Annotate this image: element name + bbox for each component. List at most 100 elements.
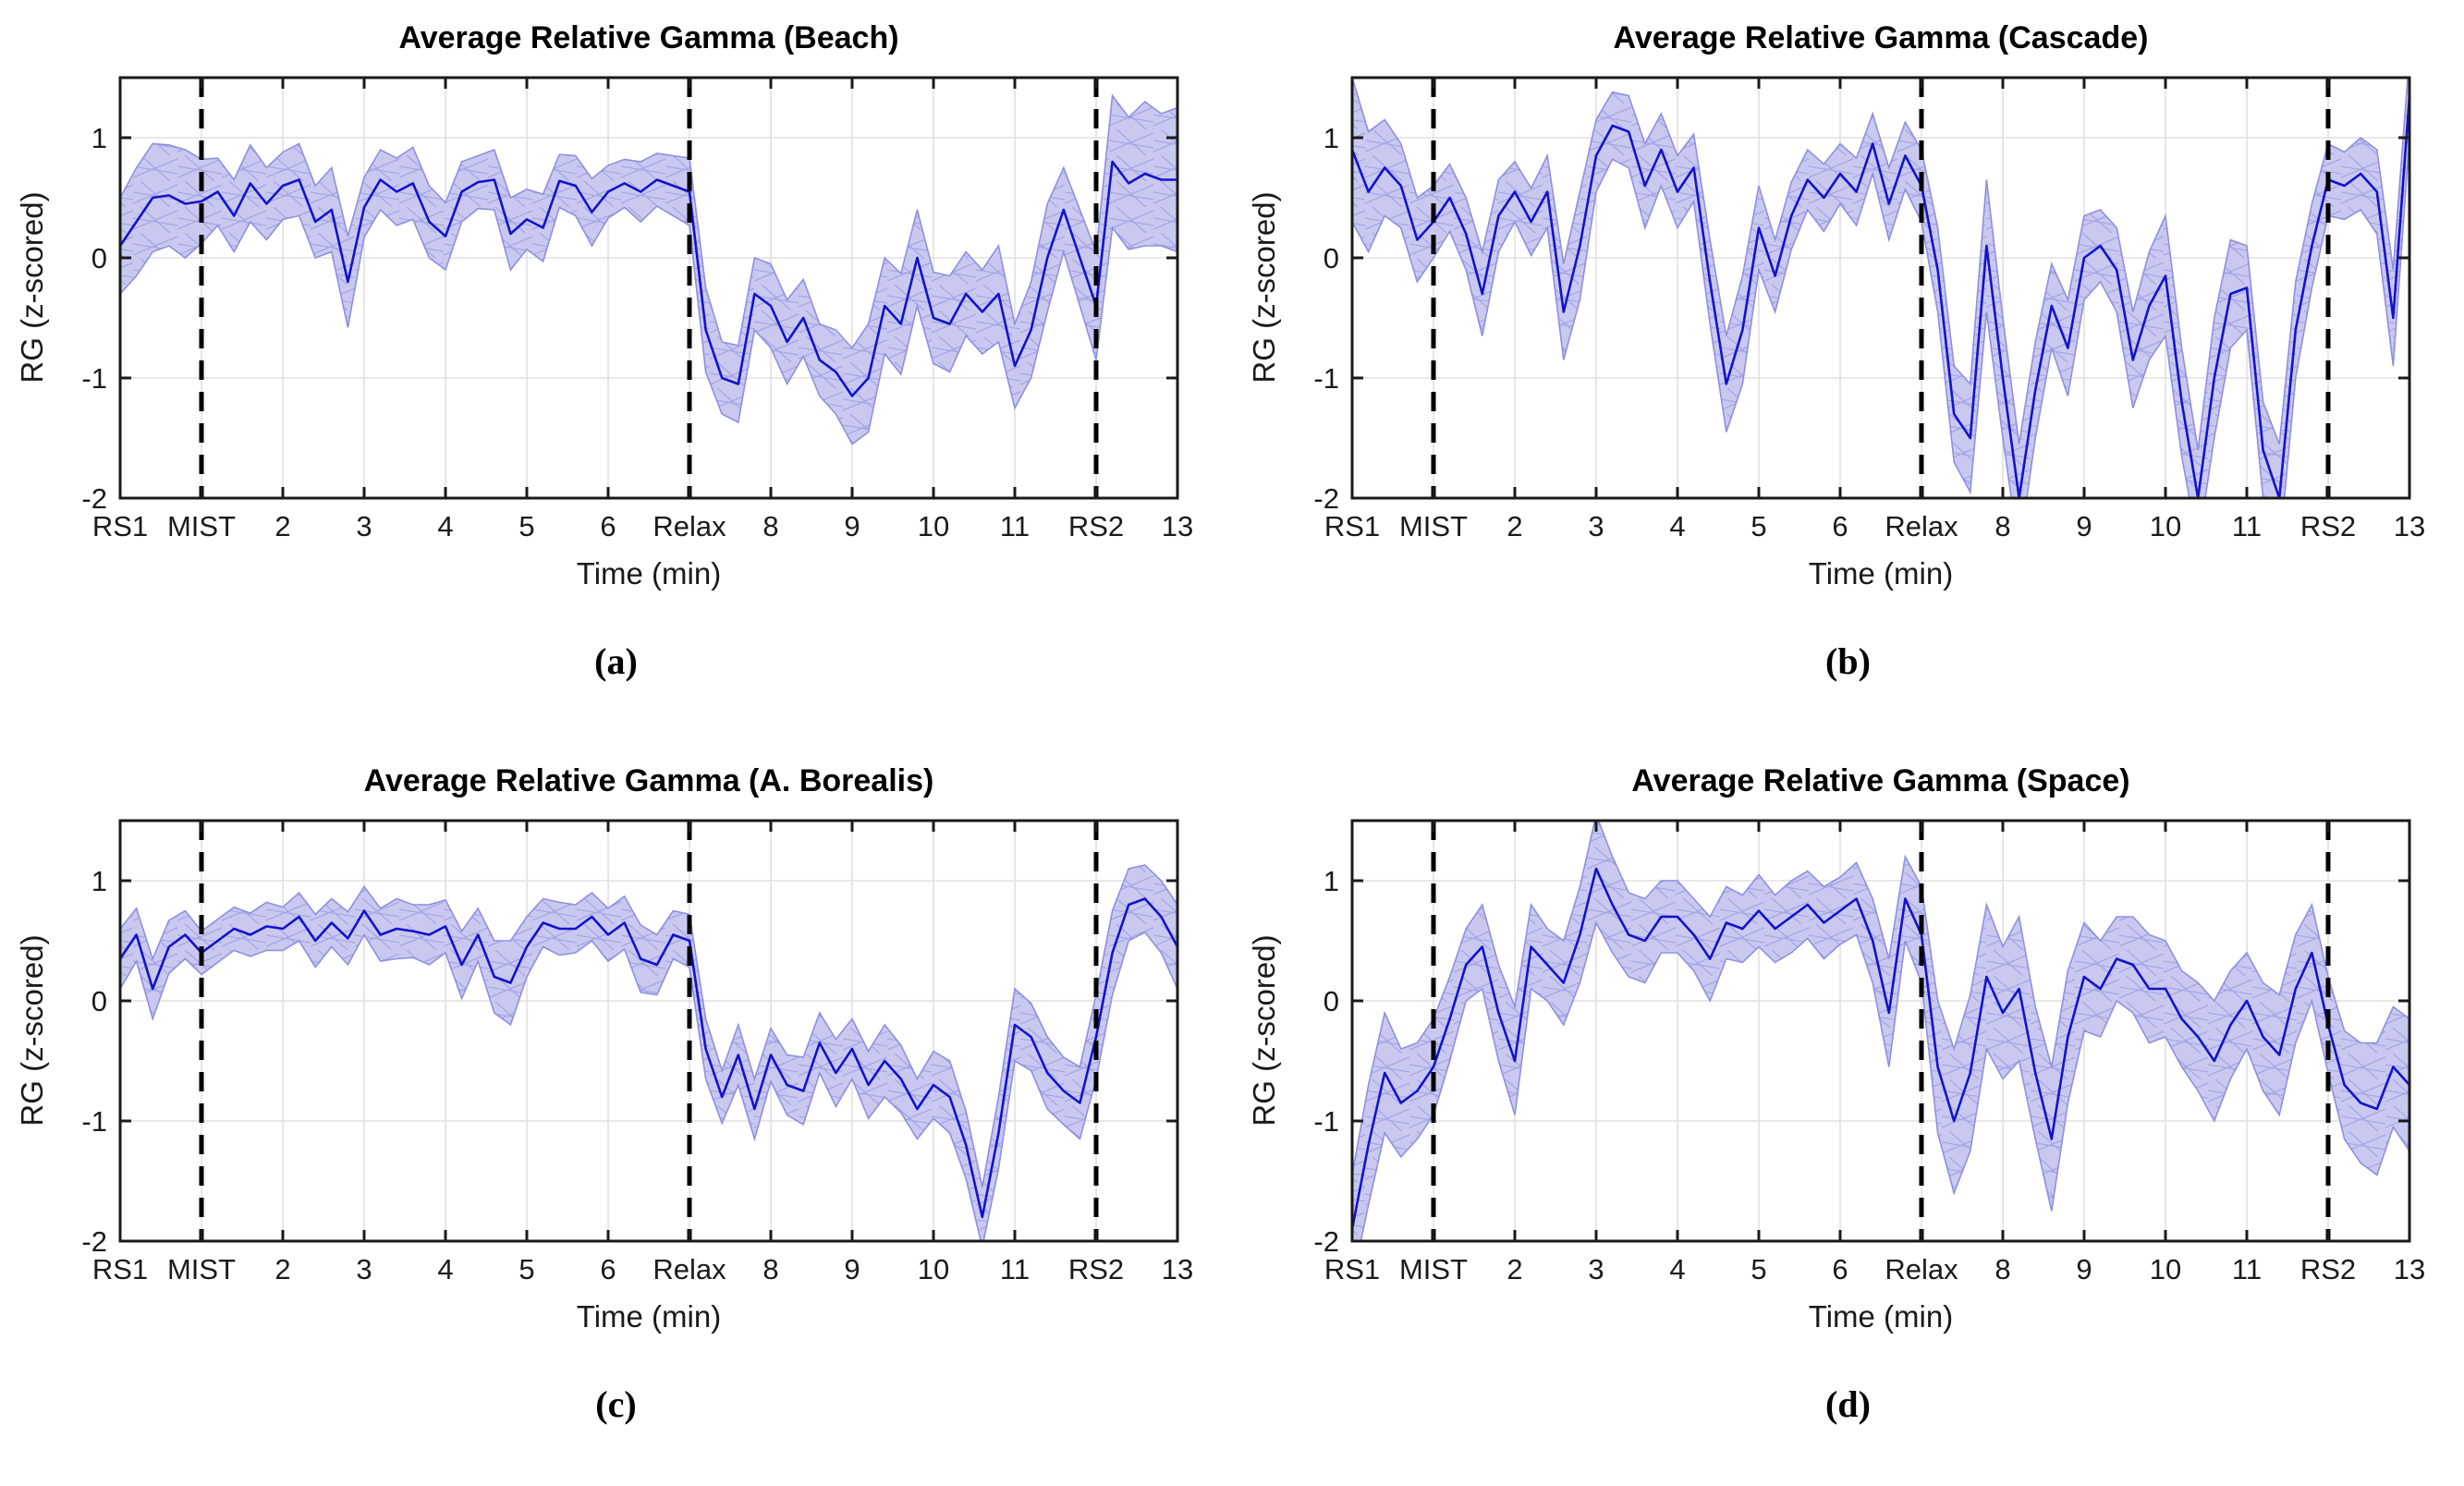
x-tick-label: 13 <box>2394 510 2425 542</box>
x-tick-label: RS1 <box>1324 1253 1380 1285</box>
x-tick-label: 6 <box>1832 1253 1848 1285</box>
y-tick-label: -1 <box>1313 1105 1339 1138</box>
x-tick-label: 5 <box>518 510 534 542</box>
x-tick-label: 13 <box>1162 1253 1193 1285</box>
x-tick-label: 13 <box>2394 1253 2425 1285</box>
mean-line <box>1352 95 2409 498</box>
axis-ticks <box>118 78 1179 500</box>
panel-letter-c: (c) <box>595 1383 637 1425</box>
x-tick-label: 2 <box>274 1253 290 1285</box>
axes-box <box>1350 819 2411 1243</box>
x-tick-label: Relax <box>1885 510 1958 542</box>
series-group <box>1352 78 2409 498</box>
mean-line <box>120 897 1177 1219</box>
x-tick-label: 3 <box>1588 1253 1604 1285</box>
x-axis-label: Time (min) <box>1808 556 1954 591</box>
x-tick-label: 5 <box>1750 1253 1766 1285</box>
y-tick-label: 0 <box>1323 985 1339 1017</box>
x-tick-label: 11 <box>1000 510 1030 542</box>
x-tick-label: 4 <box>437 1253 453 1285</box>
panel-letter-b: (b) <box>1825 640 1871 682</box>
x-tick-label: RS1 <box>92 510 148 542</box>
x-tick-label: RS2 <box>2300 510 2356 542</box>
confidence-band-mesh <box>1352 78 2409 498</box>
x-tick-label: 5 <box>518 1253 534 1285</box>
y-tick-label: 1 <box>91 865 107 897</box>
x-tick-label: 2 <box>1506 1253 1522 1285</box>
gridlines <box>120 78 1177 498</box>
x-axis-label: Time (min) <box>576 1299 722 1334</box>
x-axis-label: Time (min) <box>1808 1299 1954 1334</box>
axes-box <box>118 819 1179 1243</box>
x-tick-label: 8 <box>1994 510 2010 542</box>
x-tick-label: 9 <box>844 510 860 542</box>
chart-title: Average Relative Gamma (Beach) <box>398 20 899 55</box>
x-tick-label: 2 <box>274 510 290 542</box>
y-tick-label: 1 <box>1323 865 1339 897</box>
x-tick-label: RS2 <box>1068 1253 1124 1285</box>
x-tick-label: 10 <box>2150 1253 2181 1285</box>
x-tick-label: Relax <box>653 510 726 542</box>
panel-a: Average Relative Gamma (Beach) RG (z-sco… <box>0 0 1232 743</box>
x-tick-label: 4 <box>437 510 453 542</box>
x-tick-label: 11 <box>2232 510 2262 542</box>
y-tick-label: -2 <box>1313 482 1339 515</box>
chart-title: Average Relative Gamma (Space) <box>1631 763 2130 798</box>
y-tick-label: 1 <box>91 122 107 154</box>
x-tick-label: RS1 <box>92 1253 148 1285</box>
x-tick-label: 13 <box>1162 510 1193 542</box>
confidence-band-mesh <box>120 93 1177 445</box>
y-tick-label: -2 <box>81 1225 107 1258</box>
panel-letter-a: (a) <box>594 640 638 682</box>
x-tick-label: MIST <box>167 510 236 542</box>
axes-box <box>118 76 1179 500</box>
y-tick-label: 0 <box>1323 242 1339 274</box>
x-tick-label: 6 <box>600 1253 616 1285</box>
x-axis-label: Time (min) <box>576 556 722 591</box>
panel-letter-d: (d) <box>1825 1383 1871 1425</box>
x-tick-label: 8 <box>762 510 778 542</box>
x-tick-label: RS2 <box>1068 510 1124 542</box>
x-tick-label: 10 <box>2150 510 2181 542</box>
mean-line <box>120 160 1177 397</box>
x-tick-label: RS2 <box>2300 1253 2356 1285</box>
x-tick-label: 6 <box>1832 510 1848 542</box>
mean-line <box>1352 867 2409 1230</box>
x-tick-label: 10 <box>918 510 949 542</box>
x-tick-label: RS1 <box>1324 510 1380 542</box>
y-tick-label: 0 <box>91 242 107 274</box>
confidence-band-mesh <box>120 864 1177 1241</box>
x-tick-label: MIST <box>1399 1253 1468 1285</box>
x-tick-label: 3 <box>1588 510 1604 542</box>
y-tick-label: -1 <box>81 1105 107 1138</box>
axes-box <box>1350 76 2411 500</box>
x-tick-label: MIST <box>1399 510 1468 542</box>
x-tick-label: 4 <box>1669 1253 1685 1285</box>
chart-title: Average Relative Gamma (Cascade) <box>1613 20 2149 55</box>
axis-ticks <box>1350 821 2411 1243</box>
y-tick-label: 1 <box>1323 122 1339 154</box>
y-tick-label: -1 <box>81 362 107 395</box>
x-tick-label: MIST <box>167 1253 236 1285</box>
y-tick-label: -1 <box>1313 362 1339 395</box>
x-tick-label: 9 <box>844 1253 860 1285</box>
x-tick-label: 11 <box>2232 1253 2262 1285</box>
series-group <box>120 93 1177 445</box>
x-tick-label: 9 <box>2076 510 2092 542</box>
series-group <box>120 864 1177 1241</box>
confidence-band-mesh <box>1352 821 2409 1241</box>
x-tick-label: 3 <box>356 1253 372 1285</box>
x-tick-label: 10 <box>918 1253 949 1285</box>
x-tick-label: 9 <box>2076 1253 2092 1285</box>
y-tick-label: -2 <box>81 482 107 515</box>
x-tick-label: 8 <box>1994 1253 2010 1285</box>
